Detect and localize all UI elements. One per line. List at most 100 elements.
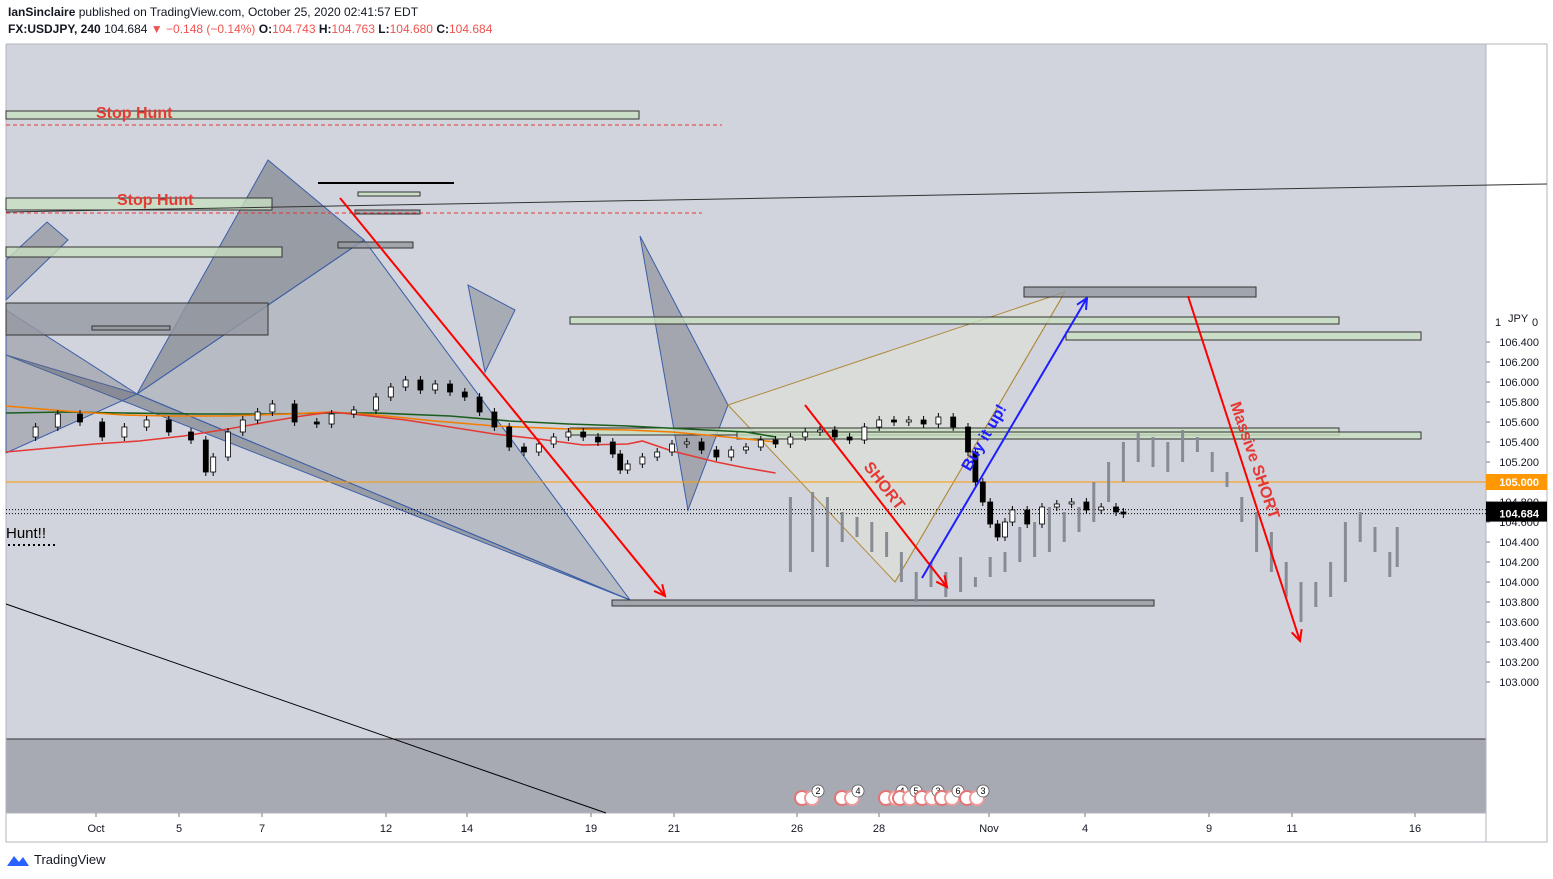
candle-body [1098,506,1105,511]
candle-body [202,439,209,473]
price-zone[interactable] [357,191,421,197]
down-arrow-icon: ▼ [150,22,163,36]
x-tick-label: 5 [176,823,182,835]
y-tick-label: 106.400 [1499,337,1539,349]
trend-line-bottom [5,603,607,814]
candle-body [491,411,498,428]
event-count-badge[interactable] [811,784,825,798]
price-zone[interactable] [1023,286,1257,298]
price-zone[interactable] [611,599,1155,607]
candle-body [891,419,897,423]
candle-body [521,446,527,453]
candle-body [239,419,246,433]
candle-body [617,453,624,471]
candle-body [535,443,542,453]
hunt-label: Hunt!! [6,525,46,542]
candle-body [950,416,957,428]
last-price: 104.684 [104,22,148,36]
candle-body [757,439,764,448]
candle-body [595,436,601,443]
pattern-small-2 [467,284,516,374]
candle-body [972,451,979,483]
event-count: 2 [815,786,820,796]
event-count-badge[interactable] [851,784,865,798]
candle-body [987,501,994,525]
candle-body [994,523,1001,538]
candle-body [979,481,986,503]
candle-body [225,431,231,458]
open-value: 104.743 [272,22,316,36]
short-arrow [804,404,948,588]
event-count: 6 [955,786,960,796]
candle-body [861,426,868,441]
y-tick-label: 105.200 [1499,457,1539,469]
candle-body [817,429,823,433]
massive-short-arrow [1187,295,1301,642]
candle-body [831,429,838,438]
candle-body [876,419,883,428]
price-zone[interactable] [5,246,283,258]
candle-body [1009,509,1016,523]
x-tick-label: 16 [1409,823,1421,835]
y-tick-label: 103.800 [1499,597,1539,609]
price-zone[interactable] [1065,331,1422,341]
price-label-box [1486,474,1547,490]
published-text: published on TradingView.com, October 25… [78,5,419,19]
candle-body [313,421,320,425]
massive-short-arrow-head [1290,628,1303,644]
candle-body [683,441,690,445]
low-value: 104.680 [389,22,433,36]
pattern-small-left [5,221,69,302]
stop-hunt-label-1: Stop Hunt [96,105,173,122]
low-label: L: [378,22,390,36]
candle-body [506,426,513,448]
price-zone[interactable] [569,316,1340,325]
candle-body [54,413,61,428]
y-tick-label: 105.800 [1499,397,1539,409]
x-tick-label: 12 [380,823,392,835]
price-label-text: 105.000 [1499,477,1539,489]
moving-average-line [5,411,776,474]
candle-body [328,413,335,425]
author-name[interactable]: IanSinclaire [8,5,76,19]
close-value: 104.684 [449,22,493,36]
publisher-line: IanSinclaire published on TradingView.co… [8,5,418,19]
ohlc-line: FX:USDJPY, 240 104.684 ▼ −0.148 (−0.14%)… [8,22,492,36]
candle-body [846,436,853,441]
candle-body [787,436,794,445]
candle-body [1083,501,1090,511]
price-axis[interactable] [1485,43,1548,843]
time-axis[interactable] [5,812,1487,843]
y-top-tick-label: 1 [1495,317,1501,329]
price-zone[interactable] [354,209,421,215]
price-zone[interactable] [91,325,171,331]
tradingview-footer[interactable]: TradingView [6,852,106,867]
candle-body [802,431,809,438]
candle-body [1002,521,1008,538]
candle-body [373,396,379,411]
y-top-tick-label-2: 0 [1532,317,1538,329]
y-tick-label: 105.400 [1499,437,1539,449]
y-tick-label: 103.400 [1499,637,1539,649]
candle-body [432,383,439,391]
buy-arrow [921,297,1088,579]
y-tick-label: 103.600 [1499,617,1539,629]
moving-average-line [5,405,776,443]
candle-body [402,379,409,388]
candle-body [254,411,261,421]
x-tick-label: 26 [791,823,803,835]
price-zone[interactable] [736,431,1422,440]
candle-body [291,403,298,423]
candle-body [669,443,675,453]
x-tick-label: 28 [873,823,885,835]
trend-line-top [5,183,1548,213]
symbol-label[interactable]: FX:USDJPY, 240 [8,22,101,36]
close-label: C: [436,22,449,36]
y-tick-label: 103.200 [1499,657,1539,669]
event-count-badge[interactable] [976,784,990,798]
pattern-triangle-edge [5,309,139,454]
candle-body [654,451,661,458]
price-zone[interactable] [5,110,640,120]
candle-body [210,456,217,473]
